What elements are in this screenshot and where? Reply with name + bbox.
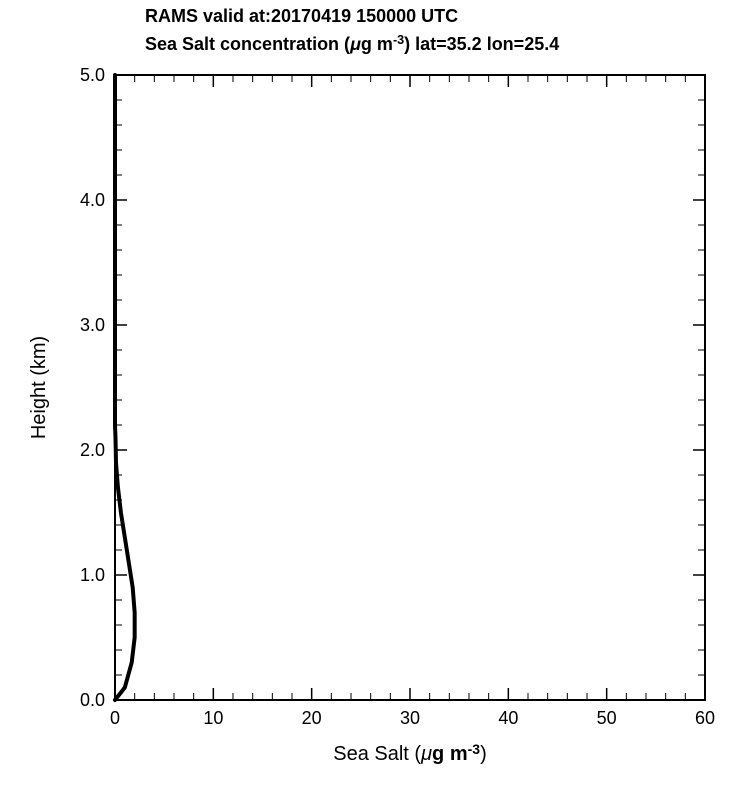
x-tick-label: 30 (400, 708, 420, 728)
x-tick-label: 50 (597, 708, 617, 728)
y-tick-label: 4.0 (80, 190, 105, 210)
chart-title-1: RAMS valid at:20170419 150000 UTC (145, 6, 458, 26)
chart-container: RAMS valid at:20170419 150000 UTC Sea Sal… (0, 0, 746, 800)
y-axis-label: Height (km) (28, 336, 50, 439)
profile-chart: RAMS valid at:20170419 150000 UTC Sea Sal… (0, 0, 746, 800)
y-tick-label: 2.0 (80, 440, 105, 460)
x-axis-label: Sea Salt (μg m-3) (333, 741, 486, 765)
y-tick-label: 1.0 (80, 565, 105, 585)
y-tick-label: 0.0 (80, 690, 105, 710)
y-tick-label: 5.0 (80, 65, 105, 85)
x-tick-label: 20 (302, 708, 322, 728)
chart-title-2: Sea Salt concentration (μg m-3) lat=35.2… (145, 33, 559, 54)
y-tick-label: 3.0 (80, 315, 105, 335)
x-tick-label: 60 (695, 708, 715, 728)
x-tick-label: 10 (203, 708, 223, 728)
x-tick-label: 40 (498, 708, 518, 728)
x-tick-label: 0 (110, 708, 120, 728)
